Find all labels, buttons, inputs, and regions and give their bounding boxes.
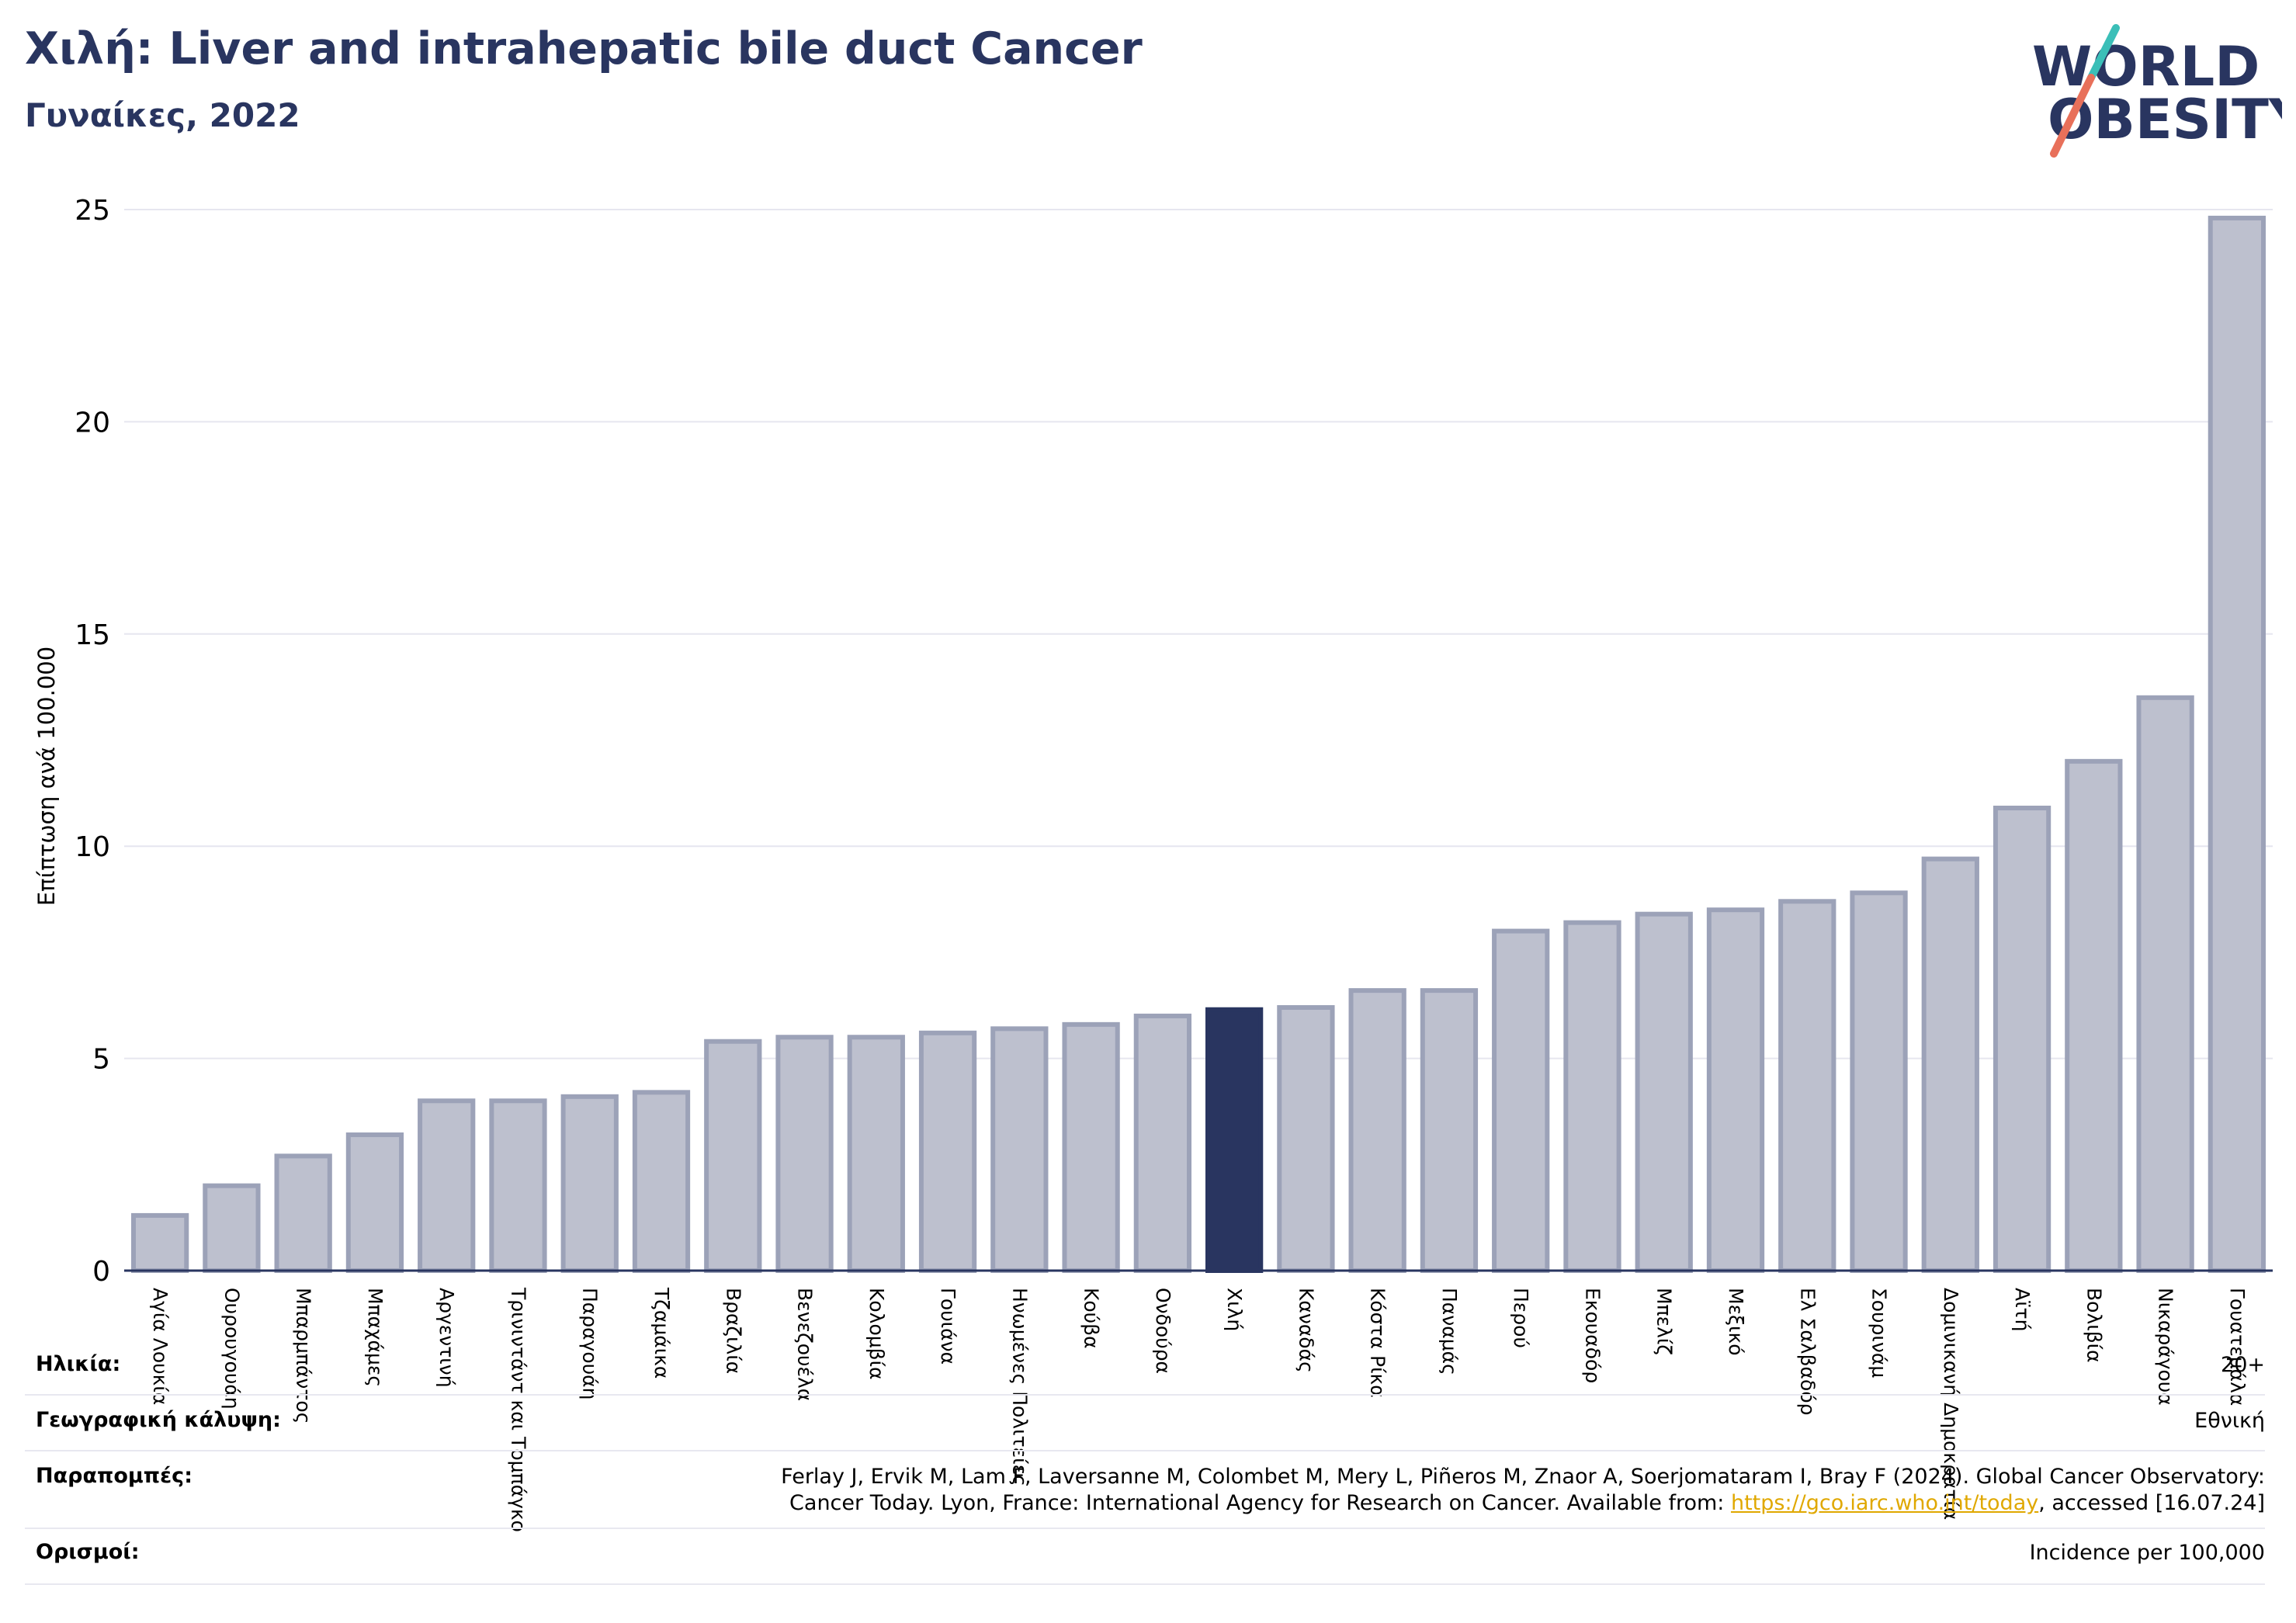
- x-tick-label: Γουατεμάλα: [2226, 1288, 2249, 1406]
- x-tick-label: Αγία Λουκία: [149, 1288, 172, 1405]
- x-tick-label: Αργεντινή: [435, 1288, 458, 1388]
- y-axis-label: Επίπτωση ανά 100.000: [33, 647, 60, 906]
- chart-title: Χιλή: Liver and intrahepatic bile duct C…: [25, 23, 1143, 75]
- bar: [1850, 890, 1908, 1274]
- bar: [203, 1183, 261, 1274]
- y-tick-label: 25: [75, 195, 110, 227]
- y-tick-label: 15: [75, 619, 110, 651]
- bar: [1706, 907, 1765, 1273]
- x-tick-label: Τρινιντάντ και Τομπάγκο: [507, 1287, 529, 1532]
- y-tick-label: 0: [92, 1256, 110, 1288]
- geo-label: Γεωγραφική κάλυψη:: [36, 1408, 281, 1432]
- bar: [1062, 1021, 1120, 1273]
- bar: [1492, 928, 1550, 1274]
- logo-slash-top-icon: [2087, 24, 2120, 81]
- x-tick-label: Ηνωμένες Πολιτείες: [1008, 1288, 1031, 1486]
- age-value: 20+: [2221, 1353, 2265, 1377]
- footer-age-row: Ηλικία: 20+: [25, 1352, 2265, 1396]
- logo-line1: WORLD: [2032, 35, 2260, 99]
- age-label: Ηλικία:: [36, 1352, 121, 1376]
- refs-line1: Ferlay J, Ervik M, Lam F, Laversanne M, …: [781, 1465, 2265, 1489]
- defs-value: Incidence per 100,000: [2029, 1541, 2265, 1565]
- world-obesity-logo: WORLD OBESITY: [2032, 24, 2282, 158]
- bar: [2065, 758, 2123, 1273]
- y-tick-label: 5: [92, 1044, 110, 1076]
- x-tick-label: Μπαρμπάντος: [293, 1288, 315, 1424]
- bar: [1420, 988, 1479, 1274]
- logo-slash-bottom-icon: [2050, 74, 2095, 158]
- x-tick-label: Χιλή: [1223, 1288, 1246, 1331]
- refs-label: Παραπομπές:: [36, 1464, 192, 1488]
- bar: [345, 1132, 404, 1274]
- bar: [1993, 805, 2051, 1274]
- grid-lines: [124, 209, 2273, 1059]
- footer-defs-row: Ορισμοί: Incidence per 100,000: [25, 1540, 2265, 1585]
- x-tick-label: Κούβα: [1080, 1288, 1103, 1349]
- bar: [990, 1026, 1049, 1273]
- x-tick-label: Σουρινάμ: [1868, 1288, 1891, 1378]
- refs-link[interactable]: https://gco.iarc.who.int/today: [1730, 1491, 2039, 1515]
- x-tick-label: Τζαμάικα: [650, 1287, 673, 1379]
- x-tick-label: Ουρουγουάη: [220, 1288, 243, 1410]
- x-tick-label: Κόστα Ρίκα: [1367, 1288, 1389, 1398]
- footer-geo-row: Γεωγραφική κάλυψη: Εθνική: [25, 1408, 2265, 1451]
- bar: [918, 1030, 977, 1273]
- bar: [130, 1212, 189, 1274]
- x-tick-label: Βραζιλία: [722, 1288, 744, 1374]
- y-tick-label: 20: [75, 407, 110, 439]
- x-tick-label: Μπελίζ: [1653, 1288, 1676, 1355]
- bar: [489, 1098, 547, 1274]
- bar: [847, 1035, 905, 1273]
- x-tick-label: Παναμάς: [1438, 1288, 1461, 1375]
- x-tick-label: Καναδάς: [1295, 1288, 1317, 1373]
- x-tick-label: Περού: [1510, 1288, 1532, 1348]
- bar: [1348, 988, 1406, 1274]
- bars: [130, 215, 2267, 1274]
- x-tick-label: Δομινικανή Δημοκρατία: [1940, 1288, 1962, 1520]
- bar: [1277, 1004, 1335, 1273]
- x-tick-label: Κολομβία: [865, 1288, 888, 1380]
- bar: [1921, 856, 1979, 1273]
- x-tick-label: Παραγουάη: [579, 1288, 602, 1400]
- bar: [1563, 920, 1621, 1274]
- x-tick-labels: Αγία Λουκία Ουρουγουάη Μπαρμπάντος Μπαχάμες…: [149, 1287, 2249, 1532]
- x-tick-label: Βολιβία: [2083, 1288, 2105, 1363]
- bar: [775, 1035, 834, 1273]
- bar: [1133, 1013, 1192, 1274]
- x-tick-label: Εκουαδόρ: [1581, 1288, 1604, 1383]
- x-tick-label: Αϊτή: [2011, 1288, 2034, 1331]
- x-tick-label: Μπαχάμες: [364, 1288, 387, 1387]
- x-tick-label: Μεξικό: [1725, 1288, 1747, 1356]
- footer-refs-row: Παραπομπές: Ferlay J, Ervik M, Lam F, La…: [25, 1464, 2265, 1529]
- chart-subtitle: Γυναίκες, 2022: [25, 96, 300, 134]
- refs-value: Ferlay J, Ervik M, Lam F, Laversanne M, …: [781, 1464, 2265, 1517]
- refs-line2: Cancer Today. Lyon, France: Internationa…: [789, 1491, 2265, 1515]
- logo-line2: OBESITY: [2048, 88, 2282, 151]
- bar-highlight: [1205, 1007, 1264, 1274]
- geo-value: Εθνική: [2194, 1409, 2265, 1433]
- defs-label: Ορισμοί:: [36, 1540, 140, 1564]
- bar: [274, 1153, 332, 1274]
- bar: [2136, 695, 2194, 1273]
- bar: [704, 1039, 762, 1274]
- x-tick-label: Βενεζουέλα: [794, 1288, 817, 1401]
- bar: [560, 1094, 619, 1274]
- y-tick-labels: 0 5 10 15 20 25: [75, 195, 110, 1288]
- bar: [1635, 911, 1693, 1273]
- bar: [632, 1090, 691, 1273]
- y-tick-label: 10: [75, 831, 110, 863]
- bar: [2208, 215, 2267, 1273]
- x-tick-label: Νικαράγουα: [2155, 1288, 2177, 1406]
- bar: [1778, 899, 1836, 1274]
- x-tick-label: Γουιάνα: [937, 1288, 959, 1365]
- bar: [418, 1098, 476, 1274]
- x-tick-label: Ονδούρα: [1152, 1288, 1174, 1374]
